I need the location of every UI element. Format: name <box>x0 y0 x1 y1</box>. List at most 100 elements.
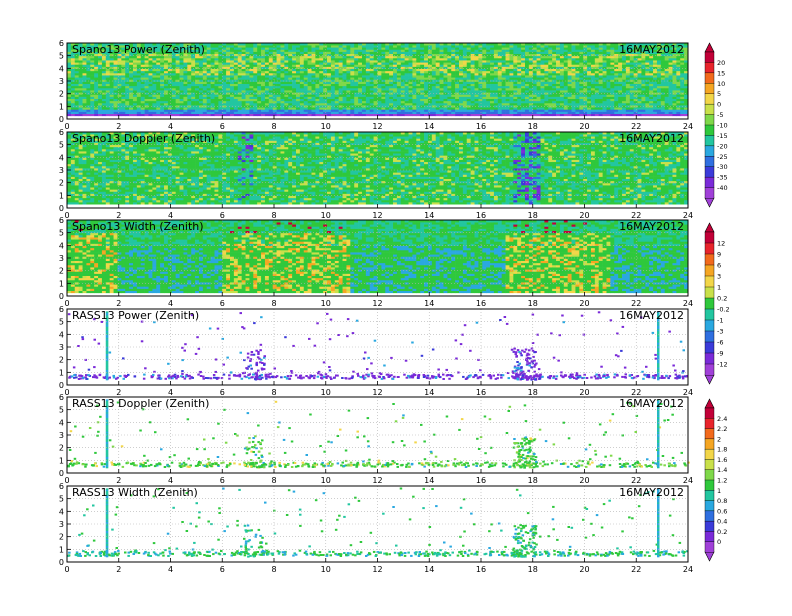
heatmap-cell <box>506 60 510 62</box>
heatmap-cell <box>164 58 168 60</box>
heatmap-cell <box>203 88 207 90</box>
heatmap-cell <box>354 101 358 103</box>
heatmap-cell <box>319 45 323 47</box>
heatmap-cell <box>168 77 172 79</box>
heatmap-cell <box>149 79 153 81</box>
heatmap-cell <box>343 86 347 88</box>
heatmap-cell <box>168 90 172 92</box>
heatmap-cell <box>156 109 160 111</box>
heatmap-cell <box>246 97 250 99</box>
heatmap-cell <box>172 58 176 60</box>
heatmap-cell <box>610 101 614 103</box>
heatmap-cell <box>319 82 323 84</box>
heatmap-cell <box>634 75 638 77</box>
heatmap-cell <box>486 99 490 101</box>
heatmap-cell <box>354 69 358 71</box>
heatmap-cell <box>634 69 638 71</box>
heatmap-cell <box>94 109 98 111</box>
heatmap-cell <box>288 56 292 58</box>
heatmap-cell <box>284 73 288 75</box>
heatmap-cell <box>463 69 467 71</box>
heatmap-cell <box>603 75 607 77</box>
heatmap-cell <box>211 45 215 47</box>
heatmap-cell <box>280 75 284 77</box>
heatmap-cell <box>319 67 323 69</box>
heatmap-cell <box>234 94 238 96</box>
heatmap-cell <box>83 107 87 109</box>
heatmap-cell <box>440 105 444 107</box>
heatmap-cell <box>280 97 284 99</box>
heatmap-cell <box>133 109 137 111</box>
heatmap-cell <box>517 58 521 60</box>
heatmap-cell <box>230 58 234 60</box>
heatmap-cell <box>296 101 300 103</box>
heatmap-cell <box>176 107 180 109</box>
heatmap-cell <box>141 82 145 84</box>
heatmap-cell <box>595 94 599 96</box>
heatmap-cell <box>67 103 71 105</box>
heatmap-cell <box>420 97 424 99</box>
heatmap-cell <box>253 56 257 58</box>
heatmap-cell <box>606 52 610 54</box>
heatmap-cell <box>374 99 378 101</box>
heatmap-cell <box>606 97 610 99</box>
heatmap-cell <box>83 58 87 60</box>
heatmap-cell <box>125 71 129 73</box>
heatmap-cell <box>370 94 374 96</box>
heatmap-cell <box>610 58 614 60</box>
heatmap-cell <box>180 94 184 96</box>
heatmap-cell <box>405 82 409 84</box>
heatmap-cell <box>354 73 358 75</box>
heatmap-cell <box>350 79 354 81</box>
heatmap-cell <box>315 75 319 77</box>
heatmap-cell <box>319 112 323 114</box>
heatmap-cell <box>537 73 541 75</box>
heatmap-cell <box>401 112 405 114</box>
heatmap-cell <box>513 60 517 62</box>
heatmap-cell <box>176 112 180 114</box>
heatmap-cell <box>114 84 118 86</box>
heatmap-cell <box>548 69 552 71</box>
heatmap-cell <box>459 77 463 79</box>
heatmap-cell <box>121 94 125 96</box>
heatmap-cell <box>199 73 203 75</box>
heatmap-cell <box>125 60 129 62</box>
heatmap-cell <box>552 77 556 79</box>
heatmap-cell <box>440 49 444 51</box>
heatmap-cell <box>331 79 335 81</box>
heatmap-cell <box>591 67 595 69</box>
heatmap-cell <box>149 94 153 96</box>
heatmap-cell <box>242 88 246 90</box>
heatmap-cell <box>366 69 370 71</box>
heatmap-cell <box>440 101 444 103</box>
heatmap-cell <box>606 88 610 90</box>
heatmap-cell <box>141 94 145 96</box>
heatmap-cell <box>94 114 98 116</box>
heatmap-cell <box>168 101 172 103</box>
heatmap-cell <box>370 103 374 105</box>
heatmap-cell <box>296 114 300 116</box>
heatmap-cell <box>579 86 583 88</box>
heatmap-cell <box>350 67 354 69</box>
heatmap-cell <box>463 82 467 84</box>
heatmap-cell <box>424 67 428 69</box>
heatmap-cell <box>432 84 436 86</box>
heatmap-cell <box>541 88 545 90</box>
heatmap-cell <box>346 114 350 116</box>
heatmap-cell <box>75 101 79 103</box>
heatmap-cell <box>331 58 335 60</box>
heatmap-cell <box>211 90 215 92</box>
heatmap-cell <box>141 58 145 60</box>
heatmap-cell <box>587 84 591 86</box>
heatmap-cell <box>506 67 510 69</box>
heatmap-cell <box>156 71 160 73</box>
heatmap-cell <box>374 69 378 71</box>
heatmap-cell <box>350 52 354 54</box>
heatmap-cell <box>218 86 222 88</box>
heatmap-cell <box>409 45 413 47</box>
heatmap-cell <box>304 67 308 69</box>
heatmap-cell <box>517 107 521 109</box>
heatmap-cell <box>432 79 436 81</box>
heatmap-cell <box>106 112 110 114</box>
heatmap-cell <box>300 84 304 86</box>
